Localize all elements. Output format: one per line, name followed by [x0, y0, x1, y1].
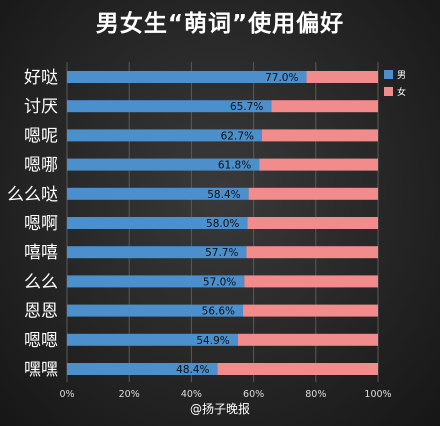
bar-female	[237, 333, 378, 346]
bar-female	[217, 363, 378, 375]
bar-male	[67, 304, 244, 317]
x-tick-label: 0%	[59, 389, 74, 400]
bar-female	[246, 246, 378, 259]
data-label: 57.7%	[205, 247, 238, 259]
data-label: 62.7%	[221, 130, 254, 142]
category-label: 嗯哪	[24, 156, 58, 176]
category-label: 嗯呢	[24, 126, 58, 146]
bar-male	[67, 158, 260, 171]
bar-male	[67, 100, 272, 113]
source-label: @扬子晚报	[189, 402, 250, 416]
data-label: 57.0%	[203, 276, 236, 288]
bar-male	[67, 129, 262, 142]
data-label: 58.0%	[206, 218, 239, 230]
data-label: 58.4%	[207, 189, 240, 201]
category-label: 嗯啊	[24, 214, 58, 234]
x-tick-label: 60%	[243, 389, 264, 400]
category-label: 嘿嘿	[24, 360, 58, 380]
bar-male	[67, 363, 218, 375]
category-label: 好哒	[24, 68, 58, 88]
bar-female	[247, 217, 378, 229]
bar-male	[67, 71, 307, 83]
category-label: 讨厌	[24, 97, 58, 117]
category-label: 嘻嘻	[24, 243, 58, 263]
x-tick-label: 80%	[305, 389, 326, 400]
bar-female	[244, 275, 378, 288]
bar-female	[306, 71, 378, 83]
data-label: 65.7%	[230, 101, 263, 113]
bar-male	[67, 187, 249, 200]
legend-label: 男	[397, 70, 406, 81]
data-label: 61.8%	[218, 160, 251, 172]
x-tick-label: 40%	[181, 389, 202, 400]
bar-female	[243, 304, 378, 317]
data-label: 54.9%	[196, 335, 229, 347]
legend-swatch	[384, 70, 393, 79]
bar-male	[67, 333, 238, 346]
bar-female	[248, 187, 378, 200]
bar-female	[271, 100, 378, 113]
chart-title: 男女生“萌词”使用偏好	[95, 11, 345, 37]
category-label: 么么	[24, 272, 58, 292]
data-label: 77.0%	[265, 72, 298, 84]
data-label: 48.4%	[176, 364, 209, 376]
x-tick-label: 100%	[364, 389, 391, 400]
bar-female	[259, 158, 378, 171]
data-label: 56.6%	[202, 306, 235, 318]
bar-male	[67, 246, 247, 259]
legend-swatch	[384, 87, 393, 96]
category-label: 恩恩	[24, 302, 58, 322]
category-label: 嗯嗯	[24, 331, 58, 351]
bar-male	[67, 217, 248, 229]
x-tick-label: 20%	[119, 389, 140, 400]
legend-label: 女	[397, 86, 406, 98]
bar-female	[261, 129, 378, 142]
category-label: 么么哒	[7, 185, 58, 205]
bar-male	[67, 275, 245, 288]
